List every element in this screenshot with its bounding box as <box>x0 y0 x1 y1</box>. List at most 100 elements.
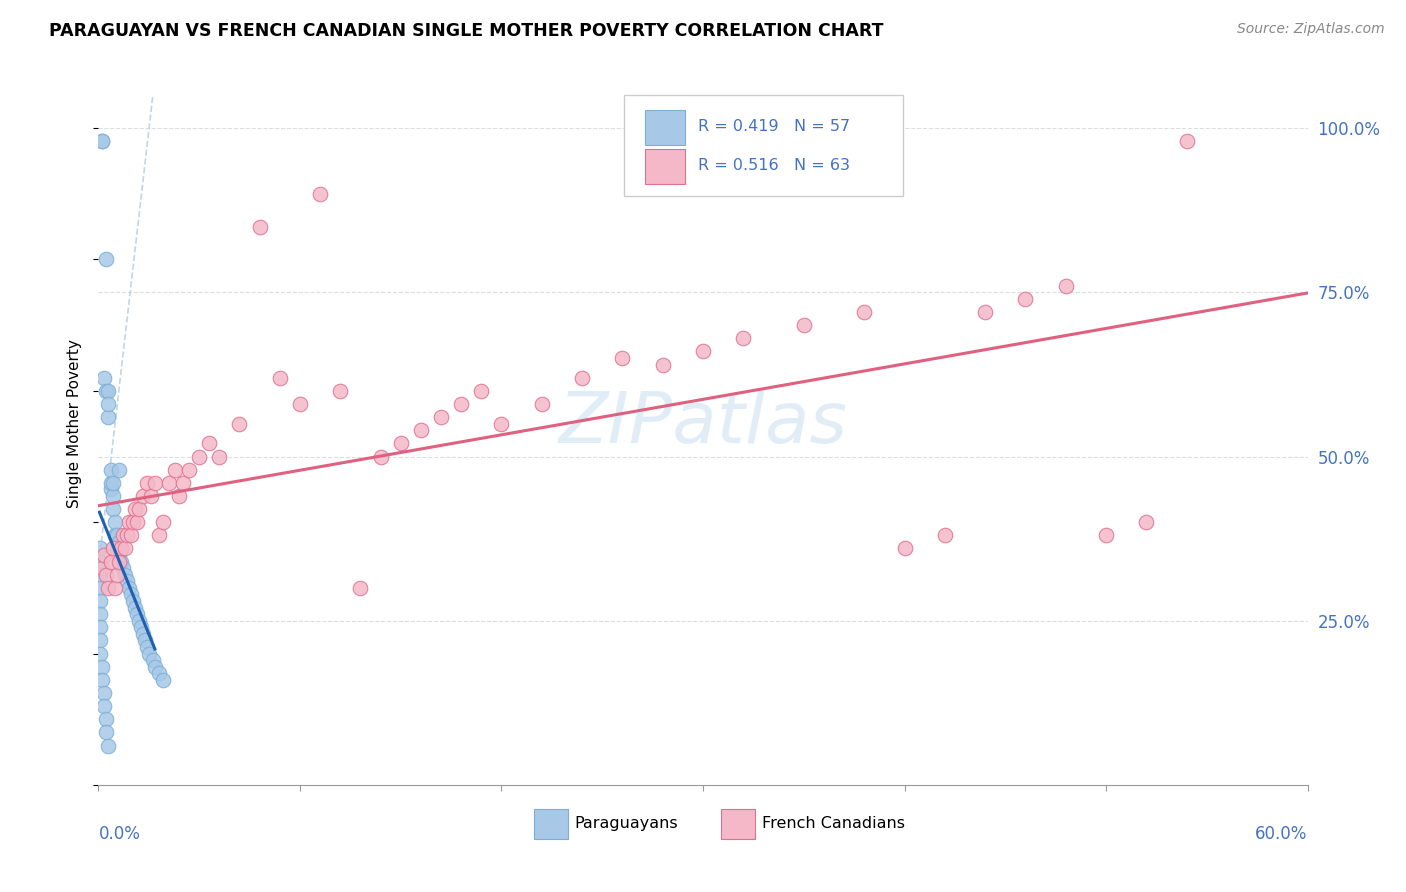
Point <box>135 640 157 654</box>
Point <box>89 647 111 661</box>
Point <box>1095 528 1118 542</box>
Point <box>89 541 111 556</box>
Point <box>934 528 956 542</box>
Point <box>450 397 472 411</box>
Point <box>349 581 371 595</box>
Point <box>612 351 634 365</box>
Point <box>114 567 136 582</box>
Point <box>91 659 114 673</box>
Point <box>249 219 271 234</box>
FancyBboxPatch shape <box>534 809 568 839</box>
Point <box>329 384 352 398</box>
Point <box>124 502 146 516</box>
Point <box>124 600 146 615</box>
Point <box>97 739 120 753</box>
Point <box>1135 515 1157 529</box>
Point <box>105 528 128 542</box>
Point <box>91 561 114 575</box>
Text: R = 0.419   N = 57: R = 0.419 N = 57 <box>699 119 851 134</box>
Point <box>103 528 125 542</box>
Point <box>111 528 134 542</box>
Point <box>96 712 118 726</box>
Point <box>118 581 141 595</box>
Point <box>101 502 124 516</box>
Text: Source: ZipAtlas.com: Source: ZipAtlas.com <box>1237 22 1385 37</box>
Point <box>91 134 114 148</box>
Point <box>692 344 714 359</box>
Point <box>470 384 492 398</box>
Point <box>100 463 122 477</box>
Point <box>103 581 125 595</box>
Text: 0.0%: 0.0% <box>98 825 141 843</box>
Point <box>101 475 124 490</box>
Point <box>152 515 174 529</box>
Point <box>100 483 122 497</box>
Point <box>89 581 111 595</box>
Point <box>89 567 111 582</box>
Point <box>974 305 997 319</box>
Point <box>89 555 111 569</box>
Point <box>125 515 148 529</box>
Point <box>110 555 132 569</box>
Point <box>132 489 155 503</box>
Point <box>120 528 142 542</box>
Point <box>97 581 120 595</box>
Point <box>105 541 128 556</box>
Point <box>111 561 134 575</box>
Point <box>208 450 231 464</box>
Point <box>93 548 115 562</box>
Point <box>96 384 118 398</box>
Point <box>100 555 122 569</box>
Point <box>110 541 132 556</box>
Point <box>93 370 115 384</box>
Point <box>105 567 128 582</box>
Point <box>93 686 115 700</box>
Y-axis label: Single Mother Poverty: Single Mother Poverty <box>67 339 83 508</box>
Point <box>172 475 194 490</box>
Point <box>198 436 221 450</box>
Point <box>89 633 111 648</box>
Point <box>389 436 412 450</box>
Text: R = 0.516   N = 63: R = 0.516 N = 63 <box>699 158 851 172</box>
Point <box>97 384 120 398</box>
Point <box>135 475 157 490</box>
FancyBboxPatch shape <box>624 95 903 196</box>
Point <box>148 666 170 681</box>
Point <box>128 614 150 628</box>
FancyBboxPatch shape <box>721 809 755 839</box>
Point <box>893 541 915 556</box>
Point <box>139 489 162 503</box>
Point <box>91 134 114 148</box>
Point <box>89 607 111 622</box>
Point <box>370 450 392 464</box>
Point <box>114 541 136 556</box>
Point <box>103 515 125 529</box>
Point <box>115 574 138 589</box>
Point <box>115 528 138 542</box>
Point <box>107 535 129 549</box>
Point <box>143 659 166 673</box>
Point <box>120 587 142 601</box>
Point <box>733 331 755 345</box>
Point <box>125 607 148 622</box>
Point <box>97 410 120 425</box>
Text: PARAGUAYAN VS FRENCH CANADIAN SINGLE MOTHER POVERTY CORRELATION CHART: PARAGUAYAN VS FRENCH CANADIAN SINGLE MOT… <box>49 22 884 40</box>
FancyBboxPatch shape <box>645 149 685 184</box>
Point <box>100 475 122 490</box>
Point <box>101 541 124 556</box>
Point <box>228 417 250 431</box>
Point <box>152 673 174 687</box>
Point <box>96 567 118 582</box>
Point <box>142 653 165 667</box>
Point <box>129 620 152 634</box>
Point <box>121 594 143 608</box>
Point <box>97 397 120 411</box>
Text: ZIPatlas: ZIPatlas <box>558 389 848 458</box>
Point <box>148 528 170 542</box>
Point <box>430 410 453 425</box>
Point <box>269 370 291 384</box>
Point <box>107 463 129 477</box>
Point <box>288 397 311 411</box>
Point <box>491 417 513 431</box>
Point <box>91 673 114 687</box>
